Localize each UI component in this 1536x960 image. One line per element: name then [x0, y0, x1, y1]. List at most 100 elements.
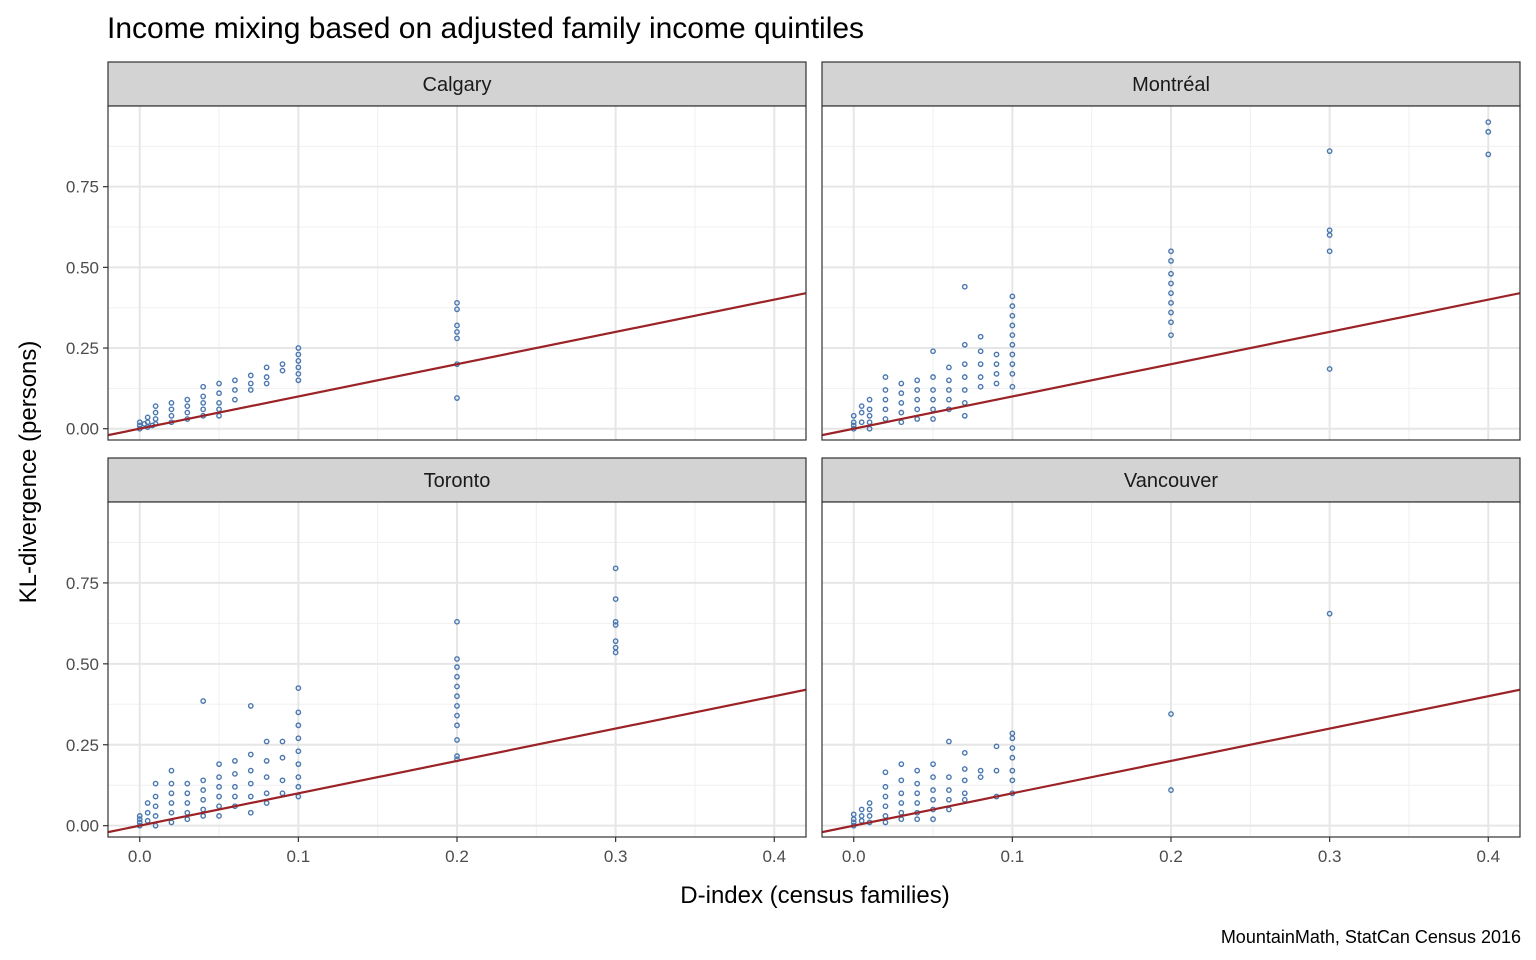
y-tick-label: 0.25	[66, 339, 99, 358]
data-point	[850, 419, 857, 426]
data-point	[858, 806, 865, 813]
data-point	[898, 761, 905, 768]
data-point	[866, 800, 873, 806]
data-point	[882, 387, 889, 393]
data-point	[612, 565, 619, 572]
chart-title: Income mixing based on adjusted family i…	[107, 12, 864, 45]
data-point	[454, 322, 460, 329]
data-point	[454, 683, 460, 690]
data-point	[946, 787, 952, 793]
y-tick-label: 0.00	[66, 817, 99, 836]
data-point	[152, 813, 159, 819]
data-point	[295, 722, 302, 729]
panel-border	[107, 105, 807, 441]
data-point	[961, 361, 968, 368]
data-point	[1168, 319, 1174, 326]
data-point	[961, 777, 968, 784]
data-point	[930, 761, 936, 768]
data-point	[216, 390, 222, 397]
data-point	[152, 409, 159, 416]
data-point	[866, 806, 873, 813]
data-point	[1326, 148, 1333, 155]
data-point	[898, 777, 905, 784]
data-point	[295, 735, 302, 742]
reference-line	[822, 688, 1520, 834]
data-point	[200, 383, 207, 390]
data-point	[1485, 119, 1492, 126]
data-point	[858, 403, 865, 410]
data-point	[168, 767, 175, 774]
data-point	[914, 816, 921, 823]
data-point	[200, 406, 207, 413]
data-point	[136, 813, 143, 819]
data-point	[914, 800, 921, 806]
data-point	[232, 793, 238, 800]
x-tick-label: 0.2	[1159, 847, 1183, 866]
data-point	[850, 811, 857, 818]
x-tick-label: 0.4	[1476, 847, 1500, 866]
data-point	[454, 673, 460, 680]
data-point	[993, 380, 1000, 387]
data-point	[263, 364, 270, 371]
data-point	[1168, 299, 1174, 306]
data-point	[295, 377, 302, 384]
data-point	[168, 406, 175, 413]
data-point	[914, 387, 921, 393]
data-point	[946, 738, 952, 745]
data-point	[200, 787, 207, 793]
data-point	[279, 754, 286, 761]
data-point	[612, 622, 619, 628]
data-point	[263, 758, 270, 764]
y-axis-title: KL-divergence (persons)	[15, 341, 42, 604]
data-point	[232, 758, 238, 764]
data-point	[866, 813, 873, 819]
data-point	[1009, 767, 1016, 774]
data-point	[850, 412, 857, 419]
data-point	[152, 780, 159, 787]
data-point	[612, 596, 619, 603]
data-point	[144, 414, 151, 421]
data-points	[136, 299, 460, 432]
data-point	[930, 816, 936, 823]
data-point	[961, 412, 968, 419]
data-point	[882, 783, 889, 790]
data-point	[961, 374, 968, 380]
data-point	[200, 777, 207, 784]
data-point	[454, 395, 460, 401]
data-point	[168, 399, 175, 406]
data-point	[1009, 383, 1016, 390]
data-point	[1009, 370, 1016, 377]
data-point	[216, 793, 222, 800]
data-point	[136, 816, 143, 823]
data-point	[914, 780, 921, 787]
data-point	[1168, 711, 1174, 717]
data-point	[946, 387, 952, 393]
data-point	[454, 306, 460, 313]
x-tick-label: 0.0	[842, 847, 866, 866]
data-point	[247, 380, 254, 387]
data-point	[247, 387, 254, 393]
data-point	[898, 390, 905, 397]
data-point	[993, 370, 1000, 377]
data-point	[946, 774, 952, 781]
y-tick-label: 0.25	[66, 736, 99, 755]
data-point	[247, 780, 254, 787]
data-point	[1326, 610, 1333, 617]
data-point	[247, 372, 254, 379]
data-point	[930, 396, 936, 403]
data-point	[882, 769, 889, 776]
data-point	[232, 770, 238, 777]
data-point	[295, 709, 302, 716]
data-point	[216, 399, 222, 406]
data-point	[914, 406, 921, 413]
data-point	[898, 800, 905, 806]
data-point	[1326, 366, 1333, 372]
data-point	[263, 374, 270, 380]
data-point	[454, 693, 460, 700]
data-point	[977, 383, 984, 390]
data-point	[977, 361, 984, 368]
x-tick-label: 0.3	[1318, 847, 1342, 866]
data-point	[263, 738, 270, 745]
data-point	[1168, 290, 1174, 297]
data-point	[454, 722, 460, 729]
